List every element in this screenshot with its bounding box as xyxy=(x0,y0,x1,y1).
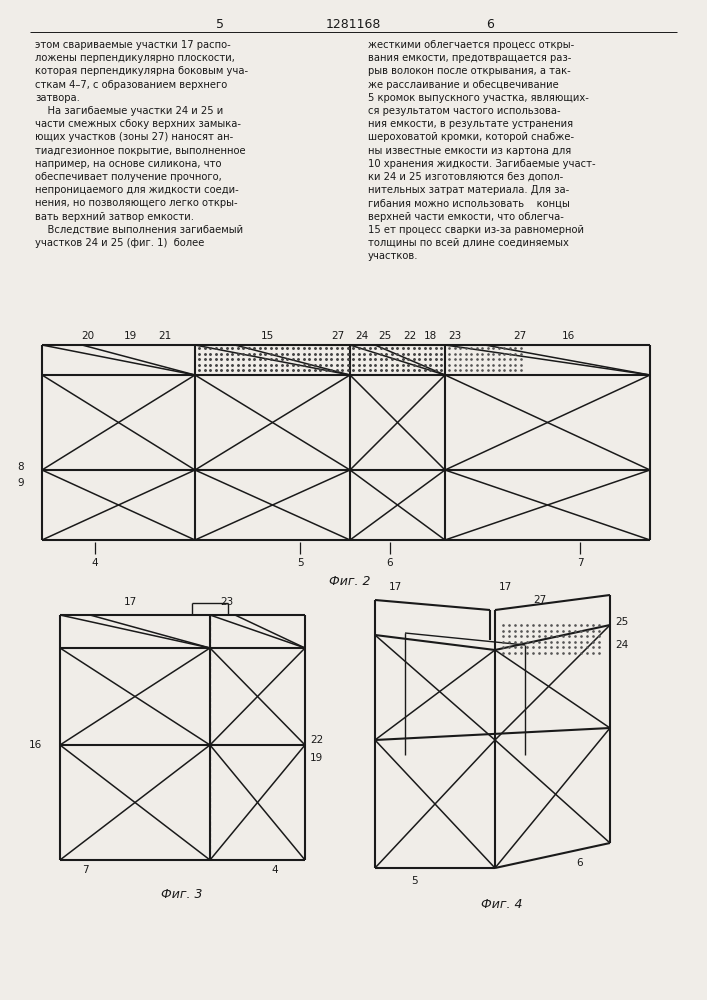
Text: вания емкости, предотвращается раз-: вания емкости, предотвращается раз- xyxy=(368,53,571,63)
Text: 17: 17 xyxy=(498,582,512,592)
Text: 5: 5 xyxy=(216,18,224,31)
Text: нительных затрат материала. Для за-: нительных затрат материала. Для за- xyxy=(368,185,569,195)
Text: 23: 23 xyxy=(220,597,233,607)
Text: жесткими облегчается процесс откры-: жесткими облегчается процесс откры- xyxy=(368,40,574,50)
Text: 27: 27 xyxy=(533,595,547,605)
Text: 15: 15 xyxy=(260,331,274,341)
Text: 9: 9 xyxy=(18,478,24,488)
Text: 25: 25 xyxy=(615,617,629,627)
Text: 19: 19 xyxy=(124,331,136,341)
Text: 19: 19 xyxy=(310,753,323,763)
Text: 25: 25 xyxy=(378,331,392,341)
Text: 4: 4 xyxy=(92,558,98,568)
Text: этом свариваемые участки 17 распо-: этом свариваемые участки 17 распо- xyxy=(35,40,230,50)
Text: 16: 16 xyxy=(561,331,575,341)
Text: 24: 24 xyxy=(615,640,629,650)
Text: которая перпендикулярна боковым уча-: которая перпендикулярна боковым уча- xyxy=(35,66,248,76)
Text: например, на основе силикона, что: например, на основе силикона, что xyxy=(35,159,221,169)
Text: шероховатой кромки, которой снабже-: шероховатой кромки, которой снабже- xyxy=(368,132,574,142)
Text: 17: 17 xyxy=(388,582,402,592)
Text: Фиг. 2: Фиг. 2 xyxy=(329,575,370,588)
Text: части смежных сбоку верхних замыка-: части смежных сбоку верхних замыка- xyxy=(35,119,241,129)
Text: непроницаемого для жидкости соеди-: непроницаемого для жидкости соеди- xyxy=(35,185,239,195)
Text: ся результатом частого использова-: ся результатом частого использова- xyxy=(368,106,561,116)
Text: 6: 6 xyxy=(387,558,393,568)
Text: 22: 22 xyxy=(404,331,416,341)
Text: 15 ет процесс сварки из-за равномерной: 15 ет процесс сварки из-за равномерной xyxy=(368,225,584,235)
Text: ющих участков (зоны 27) наносят ан-: ющих участков (зоны 27) наносят ан- xyxy=(35,132,233,142)
Text: 5: 5 xyxy=(411,876,419,886)
Text: рыв волокон после открывания, а так-: рыв волокон после открывания, а так- xyxy=(368,66,571,76)
Text: 17: 17 xyxy=(124,597,136,607)
Text: тиадгезионное покрытие, выполненное: тиадгезионное покрытие, выполненное xyxy=(35,146,245,156)
Text: На загибаемые участки 24 и 25 и: На загибаемые участки 24 и 25 и xyxy=(35,106,223,116)
Text: 24: 24 xyxy=(356,331,368,341)
Text: 27: 27 xyxy=(332,331,344,341)
Text: 7: 7 xyxy=(82,865,88,875)
Text: 22: 22 xyxy=(310,735,323,745)
Text: 1281168: 1281168 xyxy=(325,18,380,31)
Text: 6: 6 xyxy=(486,18,494,31)
Text: 4: 4 xyxy=(271,865,279,875)
Text: гибания можно использовать    концы: гибания можно использовать концы xyxy=(368,198,570,208)
Text: ния емкости, в результате устранения: ния емкости, в результате устранения xyxy=(368,119,573,129)
Text: же расслаивание и обесцвечивание: же расслаивание и обесцвечивание xyxy=(368,80,559,90)
Text: Фиг. 3: Фиг. 3 xyxy=(161,888,203,901)
Text: 7: 7 xyxy=(577,558,583,568)
Text: 10 хранения жидкости. Загибаемые участ-: 10 хранения жидкости. Загибаемые участ- xyxy=(368,159,595,169)
Text: 5 кромок выпускного участка, являющих-: 5 кромок выпускного участка, являющих- xyxy=(368,93,589,103)
Text: 18: 18 xyxy=(423,331,437,341)
Text: сткам 4–7, с образованием верхнего: сткам 4–7, с образованием верхнего xyxy=(35,80,227,90)
Text: 5: 5 xyxy=(297,558,303,568)
Text: 21: 21 xyxy=(158,331,172,341)
Text: ки 24 и 25 изготовляются без допол-: ки 24 и 25 изготовляются без допол- xyxy=(368,172,563,182)
Text: 8: 8 xyxy=(18,462,24,472)
Text: 20: 20 xyxy=(81,331,95,341)
Text: участков 24 и 25 (фиг. 1)  более: участков 24 и 25 (фиг. 1) более xyxy=(35,238,204,248)
Text: обеспечивает получение прочного,: обеспечивает получение прочного, xyxy=(35,172,222,182)
Text: 6: 6 xyxy=(577,858,583,868)
Text: затвора.: затвора. xyxy=(35,93,80,103)
Text: участков.: участков. xyxy=(368,251,419,261)
Text: вать верхний затвор емкости.: вать верхний затвор емкости. xyxy=(35,212,194,222)
Text: нения, но позволяющего легко откры-: нения, но позволяющего легко откры- xyxy=(35,198,238,208)
Text: 16: 16 xyxy=(29,740,42,750)
Text: Вследствие выполнения загибаемый: Вследствие выполнения загибаемый xyxy=(35,225,243,235)
Text: толщины по всей длине соединяемых: толщины по всей длине соединяемых xyxy=(368,238,569,248)
Text: 27: 27 xyxy=(513,331,527,341)
Text: 23: 23 xyxy=(448,331,462,341)
Text: ложены перпендикулярно плоскости,: ложены перпендикулярно плоскости, xyxy=(35,53,235,63)
Text: ны известные емкости из картона для: ны известные емкости из картона для xyxy=(368,146,571,156)
Text: верхней части емкости, что облегча-: верхней части емкости, что облегча- xyxy=(368,212,564,222)
Text: Фиг. 4: Фиг. 4 xyxy=(481,898,522,911)
